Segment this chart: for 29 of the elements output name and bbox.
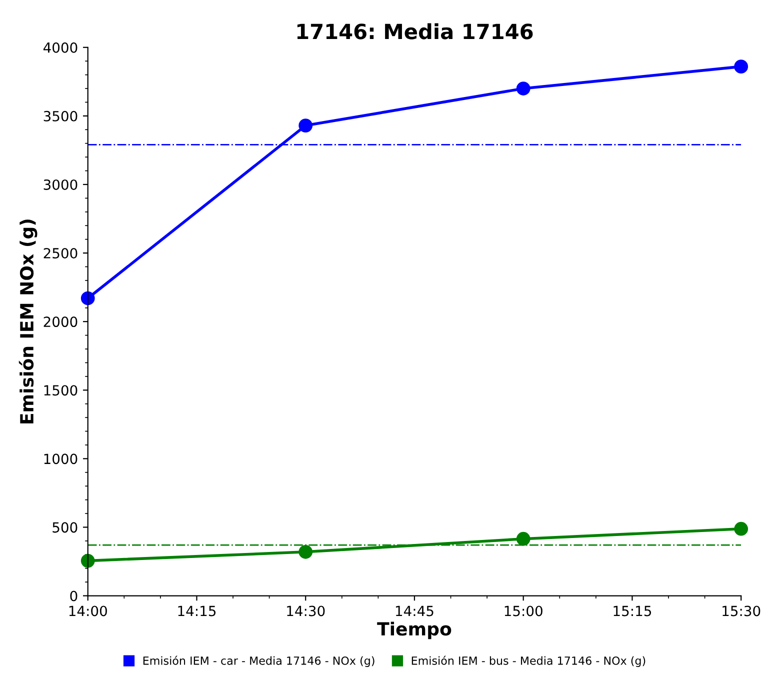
y-tick-label: 500 <box>52 522 78 533</box>
x-tick-label: 15:15 <box>614 606 652 616</box>
y-axis-title: Emisión IEM NOx (g) <box>18 220 38 424</box>
point <box>516 82 530 96</box>
x-tick-label: 14:15 <box>178 606 216 616</box>
legend-label: Emisión IEM - bus - Media 17146 - NOx (g) <box>412 656 646 667</box>
point <box>80 291 95 306</box>
point <box>298 118 313 132</box>
point <box>734 522 748 536</box>
y-tick-label: 2000 <box>44 316 78 328</box>
point <box>298 544 313 559</box>
legend-label: Emisión IEM - car - Media 17146 - NOx (g) <box>143 656 374 667</box>
x-tick-label: 15:30 <box>722 606 760 616</box>
y-tick-label: 1500 <box>44 385 78 396</box>
x-tick-label: 15:00 <box>504 606 542 616</box>
point <box>80 554 95 568</box>
y-tick-label: 2500 <box>44 248 78 259</box>
y-tick-label: 0 <box>70 590 78 602</box>
point <box>516 532 530 546</box>
x-axis-title: Tiempo <box>377 622 452 640</box>
point <box>734 60 748 74</box>
x-tick-label: 14:30 <box>287 606 325 616</box>
y-tick-label: 3000 <box>44 179 78 190</box>
x-tick-label: 14:45 <box>396 606 434 616</box>
y-tick-label: 1000 <box>44 454 78 464</box>
y-tick-label: 3500 <box>44 110 78 122</box>
chart-title: 17146: Media 17146 <box>297 23 533 40</box>
x-tick-label: 14:00 <box>69 606 107 616</box>
y-tick-label: 4000 <box>43 42 78 53</box>
